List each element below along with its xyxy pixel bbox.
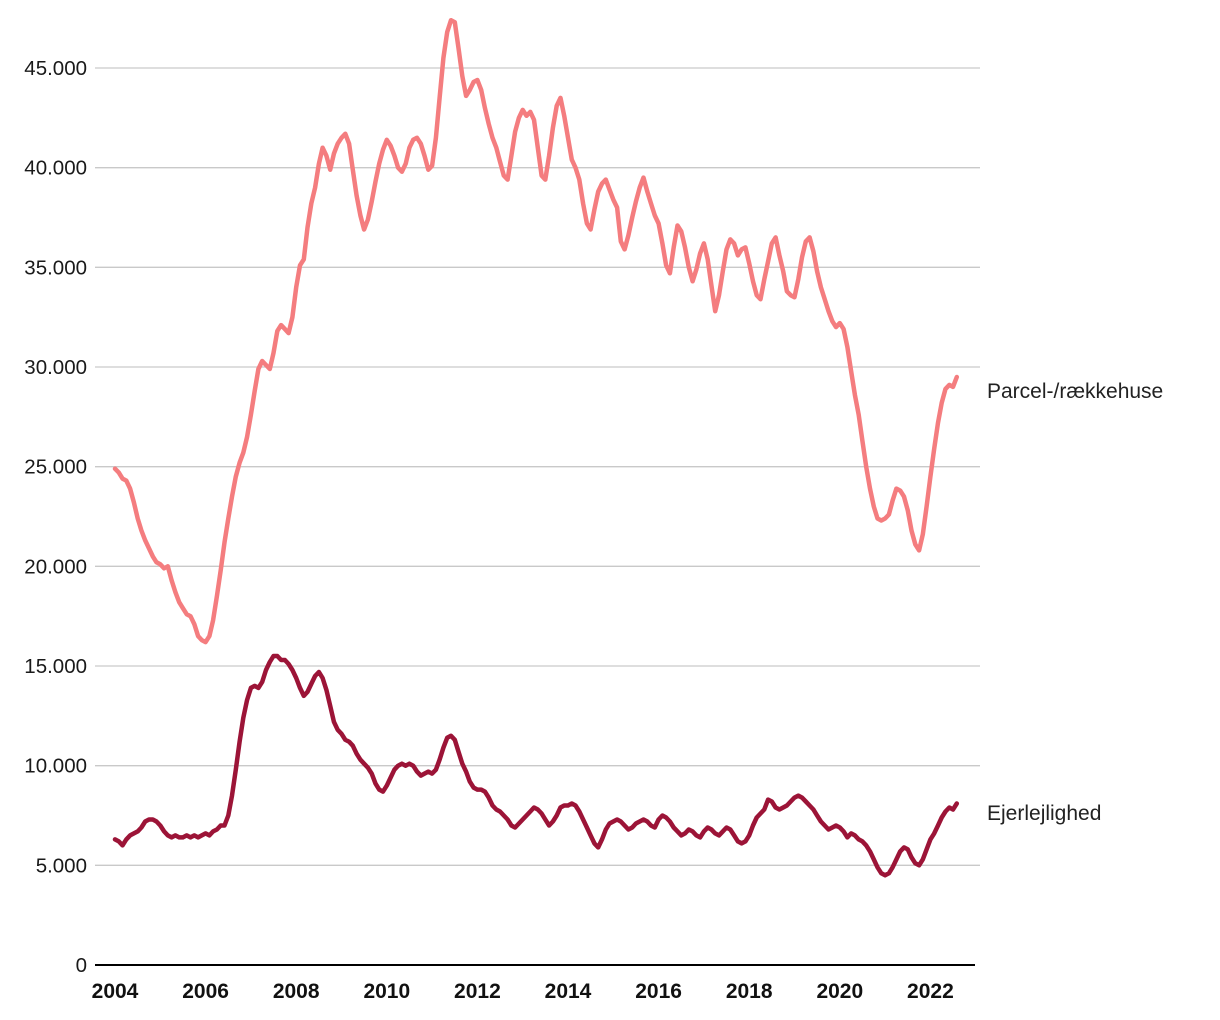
- x-tick-label: 2018: [726, 980, 773, 1003]
- y-tick-label: 45.000: [24, 57, 87, 80]
- y-axis-labels: 0 5.000 10.000 15.000 20.000 25.000 30.000 35.0…: [24, 57, 87, 977]
- series-line-1: [112, 653, 960, 878]
- series-label-parcel-raekkehuse: Parcel-/rækkehuse: [987, 380, 1164, 403]
- y-tick-label: 40.000: [24, 157, 87, 180]
- y-tick-label: 30.000: [24, 356, 87, 379]
- x-tick-label: 2008: [273, 980, 320, 1003]
- y-tick-label: 15.000: [24, 655, 87, 678]
- x-tick-label: 2022: [907, 980, 954, 1003]
- y-tick-label: 5.000: [36, 854, 87, 877]
- series-label-ejerlejlighed: Ejerlejlighed: [987, 802, 1102, 825]
- x-tick-label: 2004: [92, 980, 139, 1003]
- y-tick-label: 20.000: [24, 555, 87, 578]
- x-tick-label: 2020: [816, 980, 863, 1003]
- y-tick-label: 10.000: [24, 755, 87, 778]
- x-tick-label: 2014: [545, 980, 592, 1003]
- gridlines: [95, 67, 980, 866]
- x-tick-label: 2010: [363, 980, 410, 1003]
- x-tick-label: 2006: [182, 980, 229, 1003]
- series-line-0: [112, 17, 960, 645]
- x-tick-label: 2012: [454, 980, 501, 1003]
- x-tick-label: 2016: [635, 980, 682, 1003]
- y-tick-label: 0: [76, 954, 87, 977]
- y-tick-label: 35.000: [24, 256, 87, 279]
- y-tick-label: 25.000: [24, 456, 87, 479]
- x-axis-labels: 2004 2006 2008 2010 2012 2014 2016 2018 2020 2022: [92, 980, 954, 1003]
